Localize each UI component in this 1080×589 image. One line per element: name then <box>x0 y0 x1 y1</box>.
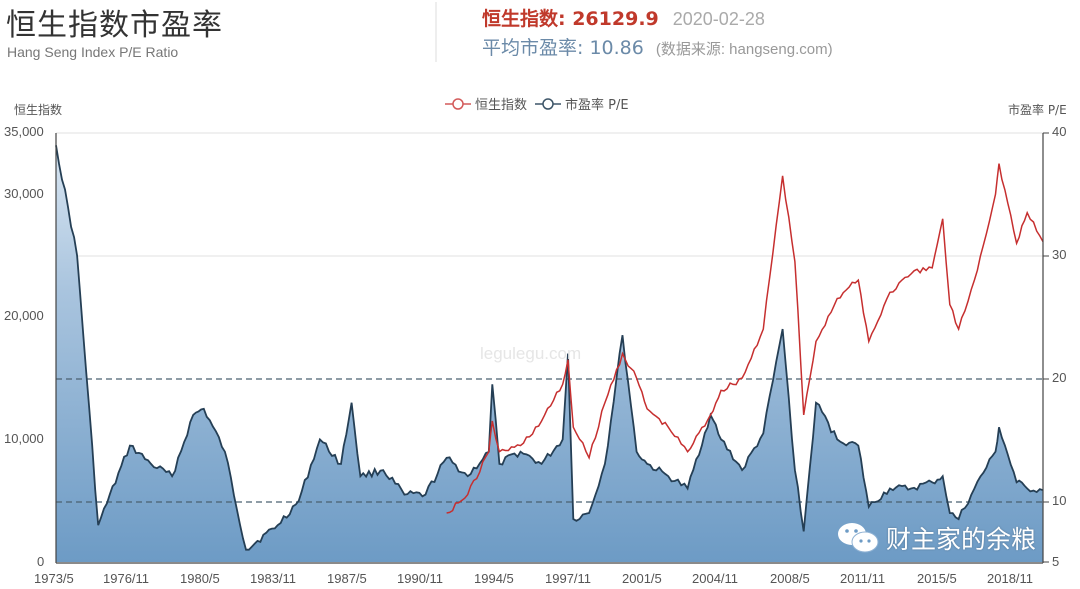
right-tick: 40 <box>1052 124 1067 139</box>
header-divider <box>435 2 437 62</box>
legend-item-hsi[interactable]: 恒生指数 <box>445 94 527 113</box>
x-tick: 2011/11 <box>840 571 886 586</box>
x-tick: 1997/11 <box>545 571 592 586</box>
wechat-watermark: 财主家的余粮 <box>836 520 1036 556</box>
right-axis-name: 市盈率 P/E <box>1008 103 1067 117</box>
left-axis-name: 恒生指数 <box>14 103 63 117</box>
x-tick: 2018/11 <box>987 571 1034 586</box>
page-title: 恒生指数市盈率 <box>6 8 223 43</box>
legend-line-circle-icon <box>535 97 562 110</box>
x-tick: 1976/11 <box>103 571 150 586</box>
site-watermark: legulegu.com <box>480 344 582 363</box>
right-tick: 30 <box>1052 247 1067 262</box>
x-tick: 2004/11 <box>692 571 739 586</box>
legend-label-hsi: 恒生指数 <box>475 98 528 113</box>
x-tick: 1990/11 <box>397 571 444 586</box>
average-pe-value: 平均市盈率: 10.86 <box>482 37 644 59</box>
legend-item-pe[interactable]: 市盈率 P/E <box>535 94 629 113</box>
pe-series-line <box>55 145 1044 551</box>
data-date: 2020-02-28 <box>672 9 765 29</box>
data-source: (数据来源: hangseng.com) <box>655 41 833 58</box>
right-tick: 10 <box>1052 493 1067 508</box>
x-tick: 1987/5 <box>327 571 367 586</box>
x-tick: 1973/5 <box>34 571 74 586</box>
x-tick: 2008/5 <box>770 571 810 586</box>
left-tick: 0 <box>37 554 45 569</box>
hsi-series-line <box>446 163 1044 514</box>
page-subtitle: Hang Seng Index P/E Ratio <box>7 44 179 60</box>
x-tick: 1994/5 <box>474 571 514 586</box>
right-tick: 5 <box>1052 554 1060 569</box>
legend-line-circle-icon <box>445 97 471 110</box>
right-tick: 20 <box>1052 370 1067 385</box>
left-tick: 10,000 <box>4 431 44 446</box>
chart-legend: 恒生指数 市盈率 P/E <box>445 94 629 113</box>
left-tick: 30,000 <box>4 186 44 201</box>
legend-label-pe: 市盈率 P/E <box>565 98 629 113</box>
pe-summary: 平均市盈率: 10.86 (数据来源: hangseng.com) <box>482 33 833 60</box>
x-tick: 2001/5 <box>622 571 662 586</box>
left-tick: 20,000 <box>4 308 44 323</box>
left-tick: 35,000 <box>4 124 44 139</box>
x-tick: 1983/11 <box>250 571 297 586</box>
x-tick: 1980/5 <box>180 571 220 586</box>
pe-area <box>56 145 1043 563</box>
watermark-text: 财主家的余粮 <box>886 525 1037 554</box>
x-tick: 2015/5 <box>917 571 957 586</box>
hsi-summary: 恒生指数: 26129.9 2020-02-28 <box>482 4 765 31</box>
hsi-value: 恒生指数: 26129.9 <box>482 8 659 30</box>
wechat-icon <box>838 523 879 553</box>
